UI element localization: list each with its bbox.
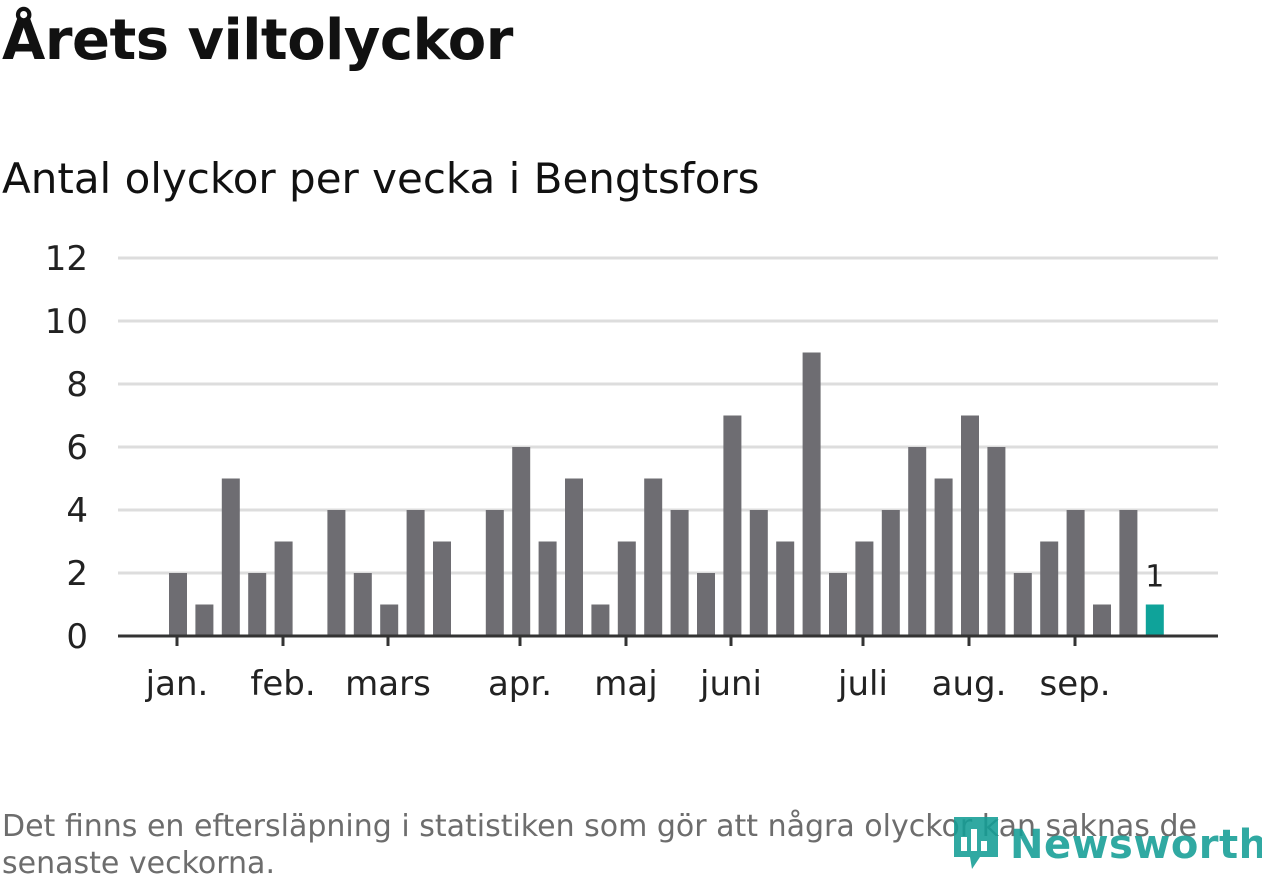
bar [406,510,425,636]
bar [591,604,610,636]
newsworthy-logo-icon [950,813,1002,877]
bar [274,541,293,636]
bar [697,573,715,636]
bar [908,447,927,636]
grid-lines [118,256,1218,575]
bar [749,510,768,636]
y-tick-label: 2 [66,554,88,594]
x-axis-tick-labels: jan. feb. mars apr. maj juni juli aug. sep. [145,664,1111,704]
x-tick-label: juni [699,664,762,704]
bar [1119,510,1138,636]
x-tick-label: aug. [932,664,1007,704]
newsworthy-logo-text: Newsworthy [1010,822,1262,868]
newsworthy-logo: Newsworthy [950,815,1262,875]
x-tick-label: apr. [488,664,552,704]
bar [1040,541,1059,636]
bar [565,478,583,636]
y-tick-label: 8 [66,365,88,405]
bar-chart: 0 2 4 6 8 10 12 1 jan. feb. mars apr. maj juni juli a… [45,239,1218,704]
bar [433,541,451,636]
bar [617,541,636,636]
bar [644,478,663,636]
bar [380,604,399,636]
bar [248,573,267,636]
x-tick-label: maj [594,664,657,704]
bar [881,510,900,636]
bar [327,510,346,636]
bar [1066,510,1085,636]
bar [1013,573,1032,636]
highlight-data-label: 1 [1145,560,1164,595]
bar [1093,604,1111,636]
chart-subtitle: Antal olyckor per vecka i Bengtsfors [2,154,760,203]
y-tick-label: 0 [66,617,88,657]
bar [829,573,847,636]
bars: 1 [169,352,1164,636]
chart-title: Årets viltolyckor [2,8,513,73]
bar [723,415,742,636]
bar [670,510,689,636]
x-axis [118,634,1218,646]
bar [934,478,953,636]
bar [169,573,187,636]
x-tick-label: jan. [145,664,209,704]
bar [195,604,214,636]
bar [802,352,821,636]
y-tick-label: 4 [66,491,88,531]
x-tick-label: mars [345,664,431,704]
bar [776,541,795,636]
bar [987,447,1006,636]
bar [512,447,531,636]
y-tick-label: 6 [66,428,88,468]
bar [353,573,372,636]
x-tick-label: sep. [1039,664,1110,704]
x-tick-label: feb. [250,664,315,704]
bar [221,478,240,636]
y-axis-tick-labels: 0 2 4 6 8 10 12 [45,239,88,657]
bar [485,510,504,636]
bar-highlight [1145,604,1164,636]
x-tick-label: juli [837,664,888,704]
y-tick-label: 10 [45,302,88,342]
bar [855,541,874,636]
y-tick-label: 12 [45,239,88,279]
bar [961,415,979,636]
bar [538,541,557,636]
